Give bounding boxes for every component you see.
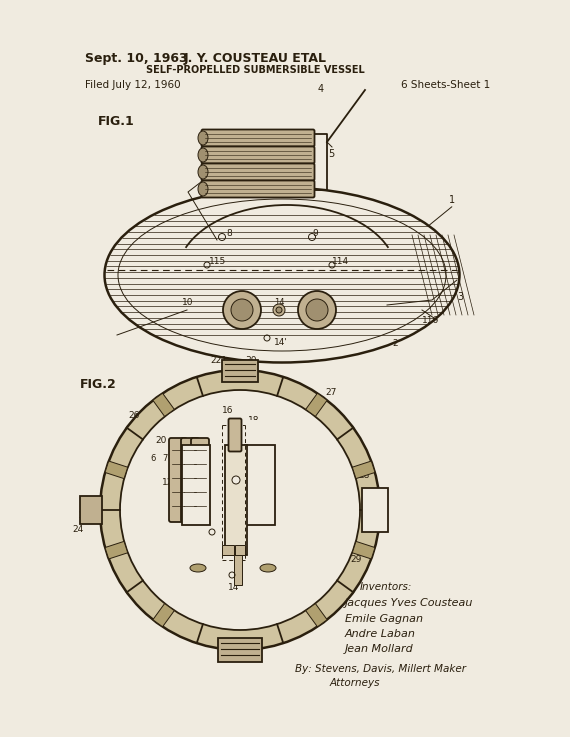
Circle shape [273,304,285,316]
Text: 6: 6 [150,453,156,463]
Text: 30: 30 [245,355,256,365]
Text: 14': 14' [274,338,288,346]
Bar [362,488,388,532]
Circle shape [306,299,328,321]
Text: 10: 10 [182,298,193,307]
Circle shape [100,370,380,650]
Text: 23: 23 [236,534,247,542]
Text: 14: 14 [274,298,284,307]
Text: 14: 14 [228,582,239,592]
Bar [234,555,242,585]
Text: 21': 21' [234,520,248,528]
Text: 19: 19 [245,453,255,463]
Circle shape [231,299,253,321]
Bar [225,445,247,555]
Text: 25: 25 [78,511,89,520]
Text: 16: 16 [222,405,234,414]
Bar [218,638,262,662]
Circle shape [298,291,336,329]
FancyBboxPatch shape [202,147,315,164]
Text: J. Y. COUSTEAU ETAL: J. Y. COUSTEAU ETAL [184,52,327,65]
Text: 27: 27 [325,388,336,397]
Ellipse shape [198,131,208,145]
Text: 6 Sheets-Sheet 1: 6 Sheets-Sheet 1 [401,80,490,90]
Text: 13: 13 [262,430,274,439]
Bar [170,420,295,580]
Bar [80,496,102,524]
Text: 4: 4 [318,84,324,94]
Ellipse shape [198,165,208,179]
Ellipse shape [260,564,276,572]
Text: Emile Gagnan: Emile Gagnan [345,614,423,624]
Text: 9: 9 [312,228,317,237]
Ellipse shape [105,188,459,362]
Text: 17: 17 [240,430,251,439]
FancyBboxPatch shape [229,419,242,452]
Bar [235,545,245,555]
Text: 10: 10 [185,561,197,570]
Text: Sept. 10, 1963: Sept. 10, 1963 [85,52,188,65]
Bar [105,542,128,559]
Text: 116: 116 [422,315,439,324]
Text: 11: 11 [317,298,328,307]
FancyBboxPatch shape [191,438,209,522]
Bar [222,360,258,382]
Text: Attorneys: Attorneys [330,678,381,688]
Text: Andre Laban: Andre Laban [345,629,416,639]
FancyBboxPatch shape [202,181,315,198]
Text: 1: 1 [449,195,455,205]
Bar [306,394,327,416]
Circle shape [232,476,240,484]
Text: 31: 31 [228,649,239,657]
Text: 29: 29 [350,556,361,565]
Text: Jacques Yves Cousteau: Jacques Yves Cousteau [345,598,473,608]
Text: 2: 2 [392,338,398,348]
Bar [105,461,128,478]
Ellipse shape [198,148,208,162]
Ellipse shape [198,182,208,196]
Bar [222,545,234,555]
Bar [153,394,174,416]
Bar [153,604,174,626]
FancyBboxPatch shape [181,438,199,522]
Bar [306,604,327,626]
Bar [182,445,210,525]
Text: By: Stevens, Davis, Millert Maker: By: Stevens, Davis, Millert Maker [295,664,466,674]
Text: Filed July 12, 1960: Filed July 12, 1960 [85,80,181,90]
Text: 12: 12 [162,478,173,486]
FancyBboxPatch shape [202,164,315,181]
Text: 221: 221 [210,355,227,365]
Text: 8: 8 [226,228,232,237]
Circle shape [223,291,261,329]
Text: 15: 15 [170,531,181,539]
Text: 20: 20 [155,436,166,444]
Text: Inventors:: Inventors: [360,582,412,592]
Text: 114: 114 [332,256,349,265]
Text: 26: 26 [128,411,140,419]
Bar [352,461,375,478]
Circle shape [276,307,282,313]
Text: SELF-PROPELLED SUBMERSIBLE VESSEL: SELF-PROPELLED SUBMERSIBLE VESSEL [145,65,364,75]
Ellipse shape [190,564,206,572]
FancyBboxPatch shape [202,130,315,147]
Text: Jean Mollard: Jean Mollard [345,644,414,654]
Text: 13': 13' [220,565,233,575]
Bar [245,445,275,525]
Text: FIG.1: FIG.1 [98,115,135,128]
Text: 28: 28 [358,470,369,480]
Text: 7: 7 [162,453,168,463]
Text: FIG.2: FIG.2 [80,378,117,391]
Text: 11: 11 [258,561,270,570]
Text: 3: 3 [457,292,463,302]
Text: 18: 18 [248,416,259,425]
Text: 9: 9 [246,153,252,161]
Text: 22: 22 [218,534,229,542]
Text: 24: 24 [72,525,83,534]
FancyBboxPatch shape [169,438,187,522]
Circle shape [120,390,360,630]
Bar [352,542,375,559]
Text: 5: 5 [328,149,334,159]
Text: 115: 115 [209,256,226,265]
